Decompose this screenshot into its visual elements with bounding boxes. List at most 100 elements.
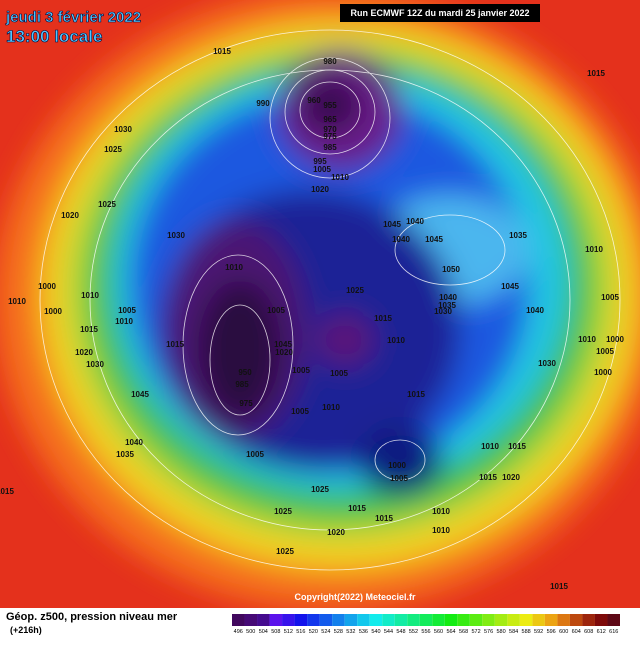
isobar-label: 1015 bbox=[348, 504, 366, 513]
legend-label: 556 bbox=[421, 629, 430, 635]
legend-swatch bbox=[382, 614, 395, 626]
isobar-label: 1005 bbox=[330, 369, 348, 378]
legend-label: 496 bbox=[234, 629, 243, 635]
isobar-label: 1040 bbox=[526, 306, 544, 315]
footer-title: Géop. z500, pression niveau mer bbox=[6, 611, 178, 623]
legend-label: 520 bbox=[309, 629, 318, 635]
isobar-label: 1040 bbox=[406, 217, 424, 226]
legend-label: 584 bbox=[509, 629, 518, 635]
legend-label: 588 bbox=[522, 629, 531, 635]
legend-swatch bbox=[394, 614, 408, 626]
legend-label: 580 bbox=[497, 629, 506, 635]
isobar-label: 1005 bbox=[601, 293, 619, 302]
isobar-label: 1010 bbox=[115, 317, 133, 326]
isobar-label: 995 bbox=[313, 157, 327, 166]
legend-label: 572 bbox=[471, 629, 480, 635]
isobar-label: 1010 bbox=[578, 335, 596, 344]
legend-swatch bbox=[407, 614, 420, 626]
legend-swatch bbox=[332, 614, 345, 626]
run-box bbox=[340, 4, 540, 22]
isobar-label: 1010 bbox=[387, 336, 405, 345]
isobar-label: 985 bbox=[235, 380, 249, 389]
legend-label: 604 bbox=[572, 629, 581, 635]
legend-swatch bbox=[469, 614, 483, 626]
legend-swatch bbox=[419, 614, 433, 626]
isobar-label: 1005 bbox=[246, 450, 264, 459]
isobar-label: 1015 bbox=[80, 325, 98, 334]
legend-swatch bbox=[232, 614, 245, 626]
isobar-label: 1045 bbox=[425, 235, 443, 244]
run-label: Run ECMWF 12Z du mardi 25 janvier 2022 bbox=[350, 8, 529, 18]
isobar-label: 1010 bbox=[225, 263, 243, 272]
legend-swatch bbox=[344, 614, 358, 626]
field bbox=[0, 0, 640, 608]
color-legend: 496 500 504 508 512 516 520 524 528 532 536 540 544 5… bbox=[232, 614, 620, 635]
isobar-label: 1040 bbox=[392, 235, 410, 244]
isobar-label: 1005 bbox=[291, 407, 309, 416]
legend-label: 564 bbox=[446, 629, 455, 635]
isobar-label: 1030 bbox=[538, 359, 556, 368]
legend-swatch bbox=[582, 614, 595, 626]
legend-label: 612 bbox=[597, 629, 606, 635]
legend-label: 592 bbox=[534, 629, 543, 635]
isobar-label: 1005 bbox=[292, 366, 310, 375]
isobar-label: 1040 bbox=[125, 438, 143, 447]
isobar-label: 1045 bbox=[274, 340, 292, 349]
legend-swatch bbox=[569, 614, 583, 626]
isobar-label: 1035 bbox=[116, 450, 134, 459]
legend-label: 504 bbox=[259, 629, 268, 635]
isobar-label: 1015 bbox=[375, 514, 393, 523]
isobar-label: 1005 bbox=[390, 474, 408, 483]
isobar-label: 1030 bbox=[167, 231, 185, 240]
legend-swatch bbox=[532, 614, 545, 626]
isobar-label: 1015 bbox=[479, 473, 497, 482]
isobar-label: 1025 bbox=[346, 286, 364, 295]
legend-swatch bbox=[557, 614, 570, 626]
isobar-label: 1025 bbox=[276, 547, 294, 556]
isobar-label: 1000 bbox=[606, 335, 624, 344]
legend-swatch bbox=[482, 614, 495, 626]
isobar-label: 1025 bbox=[104, 145, 122, 154]
isobar-label: 1005 bbox=[118, 306, 136, 315]
legend-swatch bbox=[269, 614, 283, 626]
isobar-label: 1035 bbox=[438, 301, 456, 310]
isobar-label: 1035 bbox=[509, 231, 527, 240]
isobar-label: 1015 bbox=[0, 487, 14, 496]
legend-label: 608 bbox=[584, 629, 593, 635]
isobar-label: 1015 bbox=[587, 69, 605, 78]
legend-swatch bbox=[457, 614, 470, 626]
legend-label: 548 bbox=[396, 629, 405, 635]
isobar-label: 1010 bbox=[481, 442, 499, 451]
isobar-label: 1030 bbox=[434, 307, 452, 316]
legend-swatch bbox=[494, 614, 508, 626]
legend-label: 500 bbox=[246, 629, 255, 635]
legend-swatch bbox=[257, 614, 270, 626]
isobar-label: 1005 bbox=[313, 165, 331, 174]
isobar-label: 1010 bbox=[322, 403, 340, 412]
legend-swatch bbox=[594, 614, 608, 626]
legend-swatch bbox=[369, 614, 383, 626]
isobar-label: 1015 bbox=[166, 340, 184, 349]
isobar-label: 1030 bbox=[114, 125, 132, 134]
isobar-label: 965 bbox=[323, 115, 337, 124]
isobar-label: 1005 bbox=[267, 306, 285, 315]
isobar-label: 970 bbox=[323, 125, 337, 134]
legend-swatch bbox=[319, 614, 333, 626]
isobar-label: 1015 bbox=[374, 314, 392, 323]
isobar-label: 1015 bbox=[550, 582, 568, 591]
isobar-label: 1020 bbox=[61, 211, 79, 220]
legend-label: 596 bbox=[547, 629, 556, 635]
legend-swatch bbox=[432, 614, 445, 626]
legend-label: 540 bbox=[371, 629, 380, 635]
isobar-label: 1010 bbox=[432, 526, 450, 535]
isobar-label: 1020 bbox=[502, 473, 520, 482]
legend-swatch bbox=[244, 614, 258, 626]
legend-label: 528 bbox=[334, 629, 343, 635]
isobar-label: 1020 bbox=[311, 185, 329, 194]
legend-label: 508 bbox=[271, 629, 280, 635]
legend-label: 524 bbox=[321, 629, 330, 635]
isobar-label: 1010 bbox=[331, 173, 349, 182]
legend-label: 512 bbox=[284, 629, 293, 635]
legend-swatch bbox=[282, 614, 295, 626]
